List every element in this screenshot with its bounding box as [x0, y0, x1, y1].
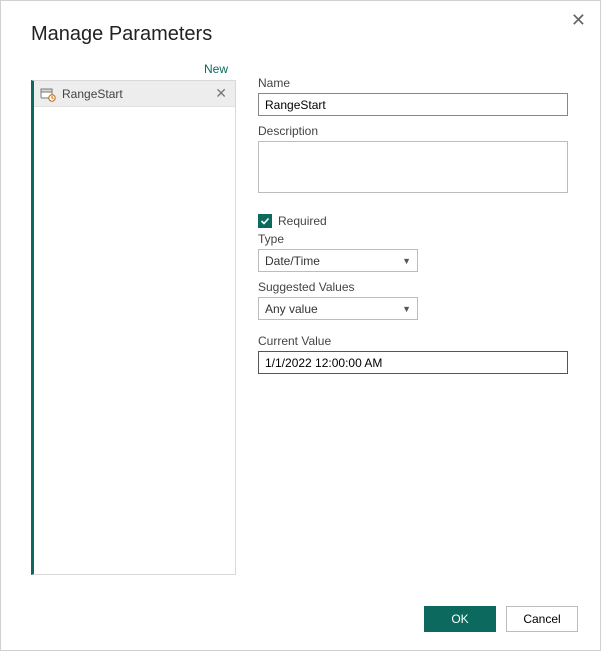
required-row: Required [258, 214, 578, 228]
name-input[interactable] [258, 93, 568, 116]
parameter-item-label: RangeStart [62, 87, 213, 101]
type-label: Type [258, 232, 578, 246]
parameters-panel: New RangeStart ✕ [31, 58, 236, 575]
ok-button[interactable]: OK [424, 606, 496, 632]
manage-parameters-dialog: ✕ Manage Parameters New RangeStart ✕ [0, 0, 601, 651]
chevron-down-icon: ▼ [402, 256, 411, 266]
chevron-down-icon: ▼ [402, 304, 411, 314]
parameters-list: RangeStart ✕ [31, 80, 236, 575]
suggested-values-select[interactable]: Any value ▼ [258, 297, 418, 320]
type-select-value: Date/Time [265, 254, 320, 268]
close-icon[interactable]: ✕ [571, 11, 586, 29]
dialog-footer: OK Cancel [424, 606, 578, 632]
suggested-values-label: Suggested Values [258, 280, 578, 294]
name-label: Name [258, 76, 578, 90]
current-value-label: Current Value [258, 334, 578, 348]
cancel-button[interactable]: Cancel [506, 606, 578, 632]
dialog-title: Manage Parameters [1, 1, 600, 46]
new-parameter-link[interactable]: New [31, 58, 236, 80]
dialog-content: New RangeStart ✕ Name [1, 46, 600, 575]
suggested-values-value: Any value [265, 302, 318, 316]
description-input[interactable] [258, 141, 568, 193]
parameter-item[interactable]: RangeStart ✕ [34, 81, 235, 107]
delete-parameter-icon[interactable]: ✕ [213, 85, 229, 102]
required-label: Required [278, 214, 327, 228]
parameter-icon [40, 86, 56, 102]
parameter-form: Name Description Required Type Date/Time… [236, 58, 578, 575]
required-checkbox[interactable] [258, 214, 272, 228]
description-label: Description [258, 124, 578, 138]
current-value-input[interactable] [258, 351, 568, 374]
type-select[interactable]: Date/Time ▼ [258, 249, 418, 272]
